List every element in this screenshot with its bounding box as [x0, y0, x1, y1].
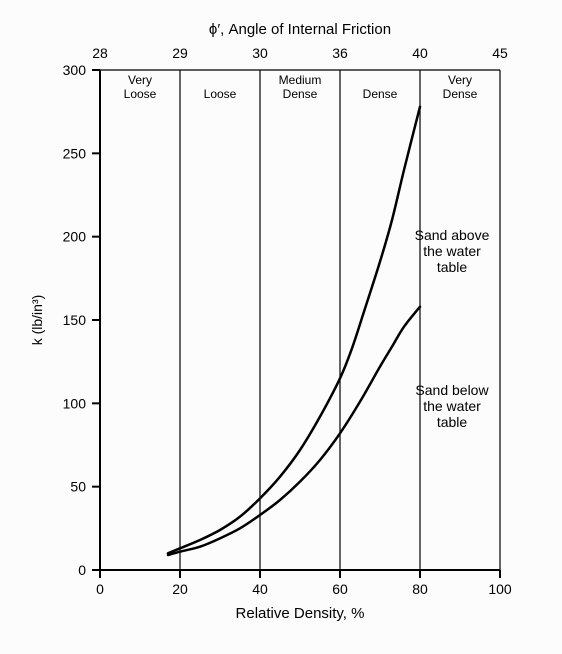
x-top-tick-label: 28 — [92, 45, 108, 61]
x-tick-label: 80 — [412, 581, 428, 597]
x-top-tick-label: 29 — [172, 45, 188, 61]
region-label: Very — [128, 73, 152, 87]
x-tick-label: 100 — [488, 581, 512, 597]
region-label: Loose — [204, 87, 237, 101]
y-axis-label: k (lb/in³) — [29, 295, 45, 346]
region-label: Medium — [279, 73, 322, 87]
series-annotation: Sand above — [415, 227, 490, 243]
x-top-tick-label: 36 — [332, 45, 348, 61]
region-label: Loose — [124, 87, 157, 101]
y-tick-label: 0 — [78, 562, 86, 578]
x-top-tick-label: 40 — [412, 45, 428, 61]
x-tick-label: 60 — [332, 581, 348, 597]
x-axis-bottom-label: Relative Density, % — [236, 605, 365, 622]
series-annotation: table — [437, 414, 468, 430]
series-annotation: Sand below — [415, 382, 489, 398]
series-annotation: table — [437, 259, 468, 275]
y-tick-label: 250 — [63, 145, 87, 161]
region-label: Very — [448, 73, 472, 87]
y-tick-label: 200 — [63, 229, 87, 245]
x-tick-label: 20 — [172, 581, 188, 597]
y-tick-label: 50 — [70, 479, 86, 495]
chart-svg: 0 50 100 150 200 250 300 k (lb/in³) 0 20 40 60 80 100… — [0, 0, 562, 654]
x-top-tick-label: 45 — [492, 45, 508, 61]
y-tick-label: 100 — [63, 395, 87, 411]
x-tick-label: 0 — [96, 581, 104, 597]
y-tick-label: 150 — [63, 312, 87, 328]
chart-container: 0 50 100 150 200 250 300 k (lb/in³) 0 20 40 60 80 100… — [0, 0, 562, 654]
region-label: Dense — [283, 87, 318, 101]
x-tick-label: 40 — [252, 581, 268, 597]
series-annotation: the water — [423, 398, 481, 414]
series-annotation: the water — [423, 243, 481, 259]
region-label: Dense — [363, 87, 398, 101]
x-top-tick-label: 30 — [252, 45, 268, 61]
x-axis-top-label: ϕ′, Angle of Internal Friction — [209, 21, 391, 38]
region-label: Dense — [443, 87, 478, 101]
y-tick-label: 300 — [63, 62, 87, 78]
